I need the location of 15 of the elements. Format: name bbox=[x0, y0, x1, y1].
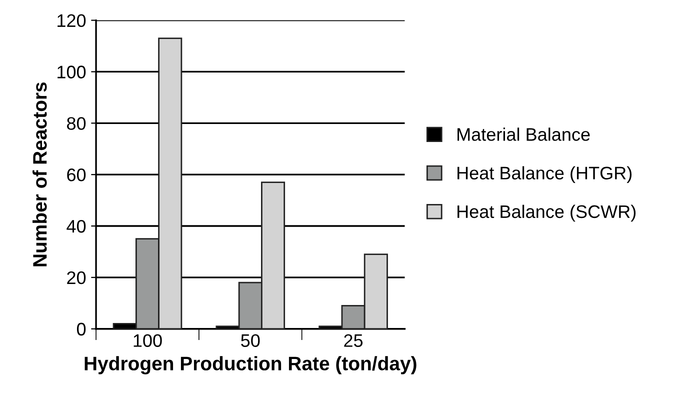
x-tick-label: 25 bbox=[344, 334, 363, 347]
y-tick-label: 80 bbox=[67, 117, 86, 130]
x-tick-label: 50 bbox=[241, 334, 260, 347]
y-tick-label: 100 bbox=[58, 66, 86, 78]
x-tick-label: 100 bbox=[134, 334, 162, 347]
legend-label: Material Balance bbox=[458, 128, 590, 141]
legend-label: Heat Balance (HTGR) bbox=[458, 166, 632, 184]
y-tick-label: 60 bbox=[67, 168, 86, 182]
legend-label: Heat Balance (SCWR) bbox=[458, 204, 636, 222]
y-tick-label: 40 bbox=[66, 220, 86, 233]
y-tick-label: 120 bbox=[58, 14, 86, 28]
y-tick-label: 0 bbox=[76, 322, 86, 336]
y-axis-title: Number of Reactors bbox=[32, 82, 47, 266]
y-tick-label: 20 bbox=[67, 271, 86, 284]
x-axis-title: Hydrogen Production Rate (ton/day) bbox=[84, 356, 416, 374]
